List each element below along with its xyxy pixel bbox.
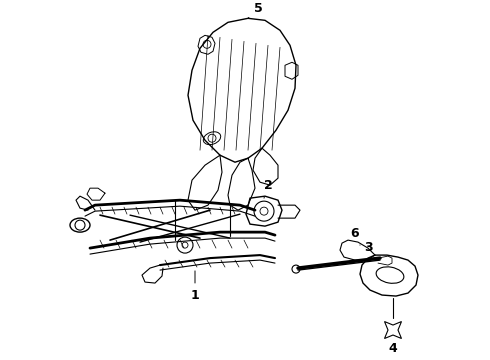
Text: 6: 6 [351,226,360,245]
Text: 4: 4 [389,342,397,355]
Text: 2: 2 [264,179,272,198]
Circle shape [292,265,300,273]
Text: 3: 3 [364,240,372,260]
Text: 5: 5 [248,2,262,18]
Text: 1: 1 [191,271,199,302]
